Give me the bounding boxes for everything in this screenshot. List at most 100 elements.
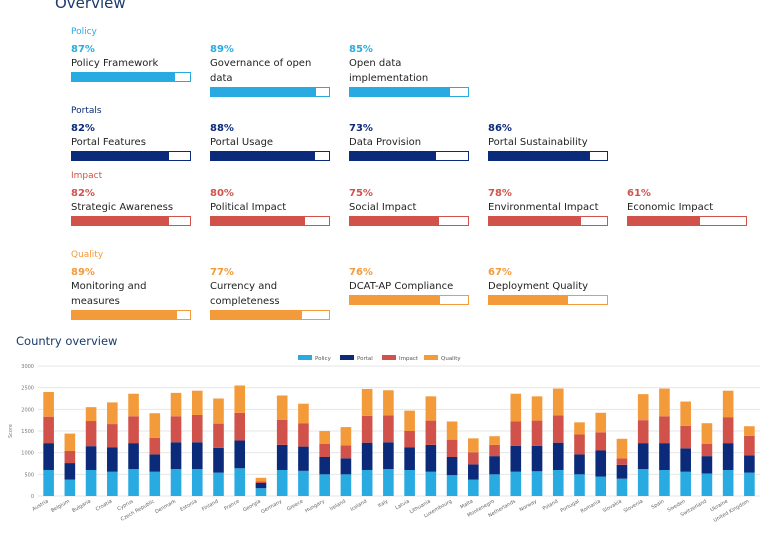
metric-progress-fill (489, 152, 591, 160)
bar-segment-policy (552, 470, 564, 496)
bar-segment-impact (319, 444, 330, 457)
legend-label: Policy (315, 356, 332, 362)
bar-segment-policy (191, 469, 203, 496)
bar-segment-policy (383, 469, 394, 496)
bar-segment-quality (170, 392, 182, 417)
bar-segment-quality (701, 423, 713, 444)
bar-segment-quality (637, 394, 649, 421)
bar-segment-quality (85, 407, 97, 422)
bar-segment-quality (298, 403, 309, 424)
section-label: Impact (71, 171, 103, 181)
x-tick-label: Croatia (95, 499, 114, 513)
metric-name: Social Impact (349, 202, 417, 213)
bar-segment-portal (383, 442, 394, 470)
metric-name: Data Provision (349, 137, 422, 148)
y-tick-label: 2000 (21, 407, 34, 413)
bar-segment-policy (489, 474, 500, 496)
metric-progress-fill (489, 296, 569, 304)
bar-segment-policy (213, 472, 224, 496)
metric-progress-fill (211, 88, 317, 96)
bar-segment-quality (552, 388, 564, 416)
bar-segment-portal (468, 464, 479, 480)
metric-percent: 89% (71, 267, 95, 278)
metric-progress-bar (210, 310, 330, 320)
x-tick-label: Norway (519, 499, 538, 514)
bar-segment-impact (404, 431, 415, 448)
bar-segment-quality (510, 393, 522, 422)
bar-segment-portal (276, 444, 288, 470)
x-tick-label: Slovenia (623, 499, 644, 515)
bar-segment-portal (234, 440, 246, 469)
bar-segment-policy (255, 488, 267, 496)
metric-progress-bar (627, 216, 747, 226)
metric-name: Portal Sustainability (488, 137, 588, 148)
bar-segment-impact (468, 452, 479, 465)
bar-segment-impact (637, 420, 649, 444)
bar-segment-quality (595, 412, 607, 433)
bar-segment-quality (489, 436, 500, 445)
bar-segment-portal (595, 450, 607, 477)
metric-card: 89% Monitoring and measures (71, 267, 193, 320)
metric-progress-bar (488, 295, 608, 305)
bar-segment-policy (149, 471, 161, 496)
metric-progress-bar (210, 151, 330, 161)
bar-segment-quality (213, 398, 224, 424)
metric-percent: 87% (71, 44, 95, 55)
legend-label: Impact (399, 356, 419, 362)
metric-progress-fill (350, 296, 440, 304)
bar-segment-impact (107, 424, 118, 448)
bar-segment-policy (404, 470, 415, 496)
metric-progress-bar (71, 151, 191, 161)
bar-segment-policy (107, 471, 118, 496)
metric-name: Deployment Quality (488, 281, 589, 292)
bar-segment-impact (616, 458, 628, 465)
bar-segment-portal (43, 443, 54, 470)
bar-segment-quality (616, 438, 628, 459)
metric-card: 77% Currency and completeness (210, 267, 332, 320)
bar-segment-quality (531, 396, 543, 421)
bar-segment-policy (446, 475, 458, 496)
bar-segment-quality (468, 438, 479, 453)
metric-progress-bar (488, 216, 608, 226)
metric-percent: 61% (627, 188, 651, 199)
metric-progress-fill (72, 152, 169, 160)
metric-card: 75% Social Impact (349, 188, 471, 238)
bar-segment-portal (404, 447, 415, 470)
bar-segment-impact (276, 419, 288, 445)
legend-label: Portal (357, 356, 373, 362)
metric-card: 86% Portal Sustainability (488, 123, 610, 173)
metric-name: Currency and completeness (210, 281, 280, 307)
bar-segment-policy (616, 478, 628, 496)
bar-segment-impact (489, 444, 500, 457)
bar-segment-quality (255, 477, 267, 482)
metric-progress-fill (211, 217, 306, 225)
metric-progress-bar (349, 295, 469, 305)
bar-segment-portal (637, 443, 649, 470)
bar-segment-portal (64, 463, 76, 480)
metric-progress-fill (72, 73, 175, 81)
bar-segment-portal (722, 443, 734, 470)
bar-segment-impact (64, 450, 76, 464)
metric-progress-bar (71, 216, 191, 226)
bar-segment-impact (234, 412, 246, 441)
bar-segment-portal (510, 445, 522, 472)
legend-swatch (340, 355, 354, 360)
metric-progress-fill (72, 217, 169, 225)
metric-percent: 76% (349, 267, 373, 278)
x-tick-label: Germany (260, 499, 283, 516)
bar-segment-impact (361, 415, 373, 443)
metric-name: Policy Framework (71, 58, 159, 69)
x-tick-label: Finland (201, 499, 219, 513)
metric-progress-fill (72, 311, 178, 319)
x-tick-label: Romania (580, 499, 602, 515)
bar-segment-impact (213, 423, 224, 448)
bar-segment-portal (85, 446, 97, 470)
bar-segment-impact (722, 417, 734, 444)
bar-segment-policy (319, 474, 330, 496)
bar-segment-policy (64, 479, 76, 496)
metric-progress-fill (350, 217, 439, 225)
bar-segment-impact (298, 423, 309, 447)
metric-name: Open data implementation (349, 58, 429, 84)
metric-progress-bar (488, 151, 608, 161)
metric-card: 67% Deployment Quality (488, 267, 610, 317)
